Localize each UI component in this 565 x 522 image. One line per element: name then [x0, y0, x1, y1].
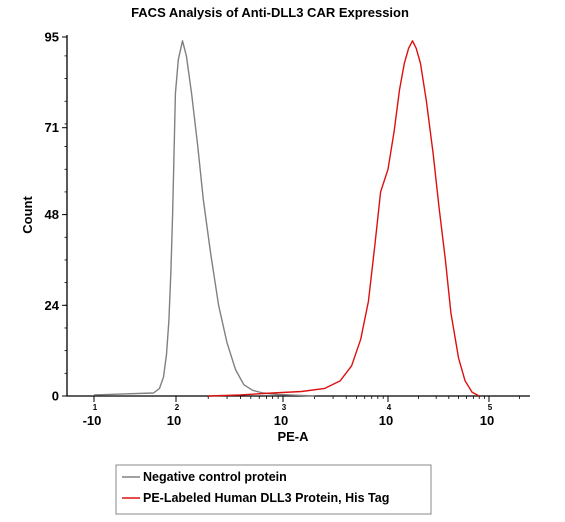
negative-control-curve [93, 40, 315, 397]
axes [66, 35, 530, 397]
y-axis-label: Count [20, 196, 35, 234]
x-tick-exponent: 2 [175, 403, 180, 412]
y-tick-label: 48 [45, 207, 59, 222]
x-tick-label: 10 [167, 413, 181, 428]
x-axis-label: PE-A [277, 429, 309, 444]
x-tick-label: -10 [83, 413, 102, 428]
x-tick-exponent: 3 [282, 403, 287, 412]
chart-title: FACS Analysis of Anti-DLL3 CAR Expressio… [131, 5, 409, 20]
y-tick-label: 24 [45, 298, 60, 313]
legend-entry-label: PE-Labeled Human DLL3 Protein, His Tag [143, 491, 389, 505]
legend-entry-label: Negative control protein [143, 470, 287, 484]
legend: Negative control protein PE-Labeled Human… [115, 464, 432, 515]
x-tick-exponent: 4 [387, 403, 392, 412]
x-tick-label: 10 [274, 413, 288, 428]
y-tick-label: 0 [52, 389, 59, 404]
y-tick-label: 95 [45, 30, 59, 45]
x-tick-label: 10 [480, 413, 494, 428]
dll3-protein-curve [208, 40, 480, 397]
x-tick-exponent: 1 [93, 403, 98, 412]
x-tick-label: 10 [379, 413, 393, 428]
legend-box [115, 464, 432, 515]
y-tick-label: 71 [45, 120, 59, 135]
x-tick-exponent: 5 [488, 403, 493, 412]
y-axis-ticks: 0 24 48 71 95 [45, 30, 67, 404]
series-lines [93, 40, 480, 397]
